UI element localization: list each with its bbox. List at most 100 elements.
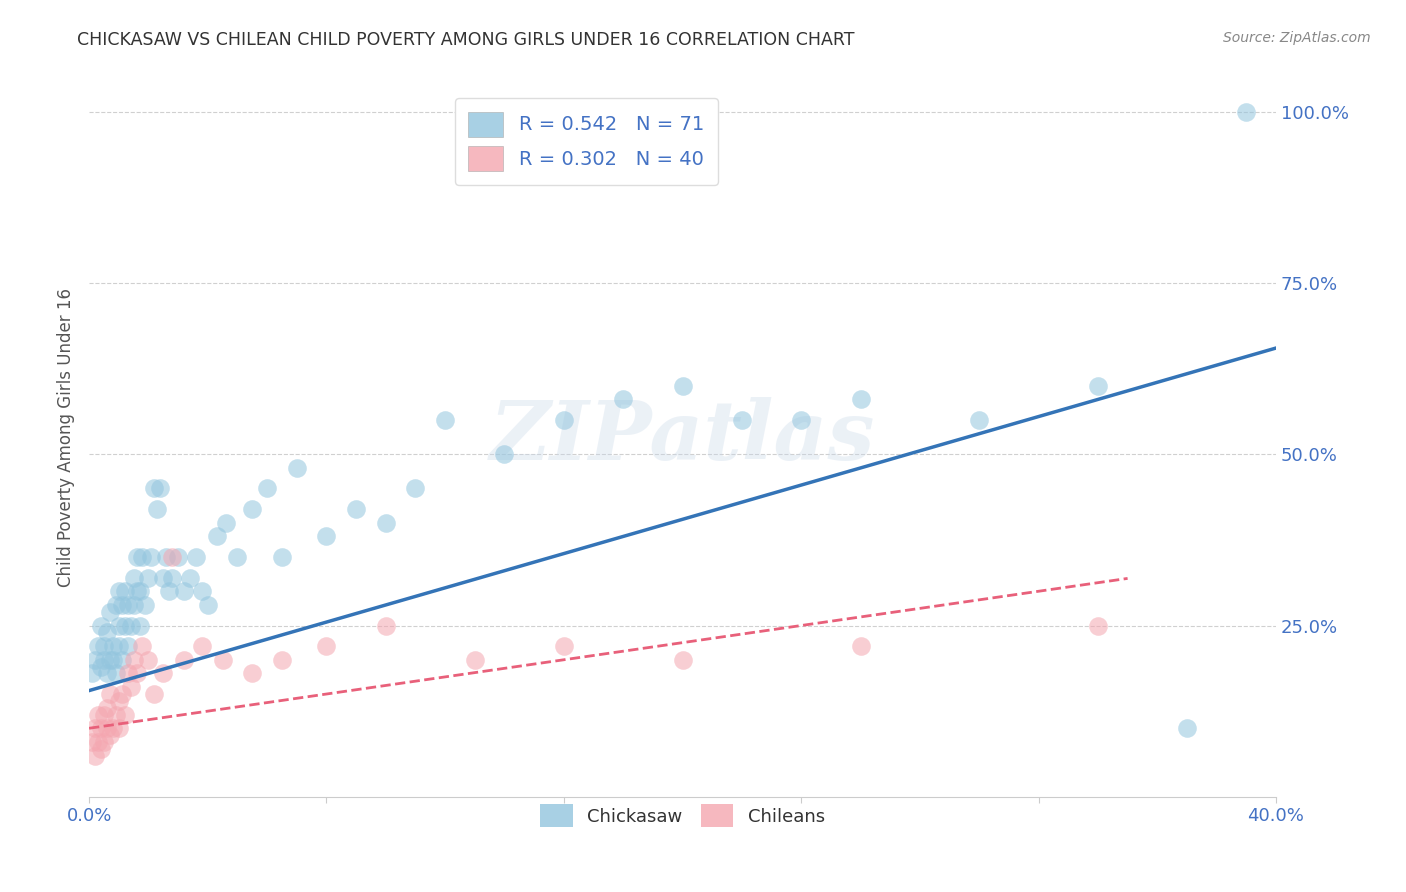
Point [93, 735, 115, 749]
Point [173, 584, 195, 599]
Point [240, 666, 263, 681]
Point [93, 653, 115, 667]
Point [107, 721, 129, 735]
Point [87, 639, 110, 653]
Point [1234, 104, 1257, 119]
Point [90, 659, 112, 673]
Point [114, 707, 136, 722]
Point [114, 618, 136, 632]
Point [107, 694, 129, 708]
Point [122, 570, 145, 584]
Point [152, 666, 174, 681]
Point [104, 707, 127, 722]
Point [96, 700, 118, 714]
Point [107, 584, 129, 599]
Point [160, 570, 183, 584]
Point [184, 549, 207, 564]
Text: ZIPatlas: ZIPatlas [489, 397, 876, 477]
Point [849, 639, 872, 653]
Point [101, 721, 124, 735]
Point [553, 413, 575, 427]
Point [671, 653, 693, 667]
Point [143, 482, 166, 496]
Point [93, 639, 115, 653]
Point [191, 639, 214, 653]
Point [149, 482, 172, 496]
Point [101, 653, 124, 667]
Legend: Chickasaw, Chileans: Chickasaw, Chileans [533, 797, 832, 835]
Point [128, 618, 150, 632]
Point [464, 653, 486, 667]
Point [125, 549, 148, 564]
Point [271, 549, 294, 564]
Point [849, 392, 872, 407]
Point [120, 680, 142, 694]
Point [315, 639, 337, 653]
Point [157, 584, 180, 599]
Point [122, 598, 145, 612]
Point [96, 721, 118, 735]
Point [117, 598, 139, 612]
Y-axis label: Child Poverty Among Girls Under 16: Child Poverty Among Girls Under 16 [58, 287, 75, 587]
Text: CHICKASAW VS CHILEAN CHILD POVERTY AMONG GIRLS UNDER 16 CORRELATION CHART: CHICKASAW VS CHILEAN CHILD POVERTY AMONG… [77, 31, 855, 49]
Point [967, 413, 990, 427]
Point [90, 741, 112, 756]
Point [205, 529, 228, 543]
Point [107, 639, 129, 653]
Point [344, 502, 367, 516]
Point [117, 666, 139, 681]
Point [138, 653, 160, 667]
Point [87, 707, 110, 722]
Point [553, 639, 575, 653]
Point [80, 735, 103, 749]
Point [315, 529, 337, 543]
Point [141, 549, 163, 564]
Point [111, 598, 134, 612]
Point [125, 584, 148, 599]
Point [1087, 618, 1109, 632]
Point [211, 653, 233, 667]
Point [87, 735, 110, 749]
Point [214, 516, 236, 530]
Point [167, 549, 190, 564]
Point [240, 502, 263, 516]
Point [197, 598, 219, 612]
Point [90, 721, 112, 735]
Point [114, 584, 136, 599]
Point [1087, 378, 1109, 392]
Point [173, 653, 195, 667]
Point [84, 748, 107, 763]
Point [111, 653, 134, 667]
Point [790, 413, 813, 427]
Point [146, 502, 169, 516]
Point [434, 413, 457, 427]
Point [117, 639, 139, 653]
Point [152, 570, 174, 584]
Point [671, 378, 693, 392]
Point [494, 447, 516, 461]
Point [731, 413, 754, 427]
Point [271, 653, 294, 667]
Point [90, 618, 112, 632]
Point [155, 549, 177, 564]
Point [98, 687, 121, 701]
Point [131, 639, 153, 653]
Point [104, 666, 127, 681]
Point [98, 605, 121, 619]
Text: Source: ZipAtlas.com: Source: ZipAtlas.com [1223, 31, 1371, 45]
Point [122, 653, 145, 667]
Point [107, 618, 129, 632]
Point [256, 482, 278, 496]
Point [160, 549, 183, 564]
Point [374, 618, 396, 632]
Point [84, 653, 107, 667]
Point [226, 549, 249, 564]
Point [179, 570, 201, 584]
Point [120, 618, 142, 632]
Point [80, 666, 103, 681]
Point [96, 625, 118, 640]
Point [111, 687, 134, 701]
Point [1175, 721, 1198, 735]
Point [96, 666, 118, 681]
Point [143, 687, 166, 701]
